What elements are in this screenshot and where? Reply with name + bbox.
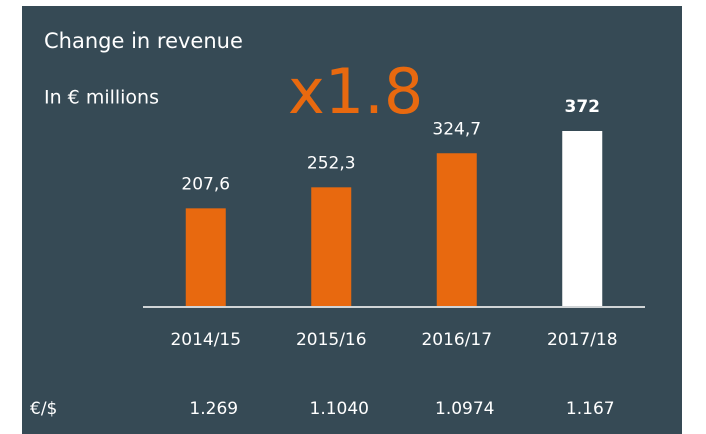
annotation: x1.8 — [288, 55, 423, 128]
chart-title: Change in revenue — [44, 29, 243, 53]
exchange-rate: 1.269 — [189, 399, 238, 419]
value-label: 207,6 — [181, 174, 230, 194]
row-label: €/$ — [30, 399, 57, 419]
subtitle: In € millions — [44, 87, 159, 109]
value-label: 252,3 — [307, 153, 356, 173]
x-tick-label: 2017/18 — [547, 330, 618, 350]
x-tick-label: 2014/15 — [170, 330, 241, 350]
x-tick-label: 2016/17 — [421, 330, 492, 350]
exchange-rate: 1.167 — [566, 399, 615, 419]
bar — [311, 187, 352, 306]
bar — [436, 153, 477, 306]
exchange-rate: 1.1040 — [310, 399, 369, 419]
bar — [562, 131, 603, 306]
exchange-rate: 1.0974 — [435, 399, 494, 419]
value-label: 324,7 — [432, 119, 481, 139]
value-label: 372 — [565, 97, 601, 117]
x-tick-label: 2015/16 — [296, 330, 367, 350]
bar — [185, 208, 226, 306]
